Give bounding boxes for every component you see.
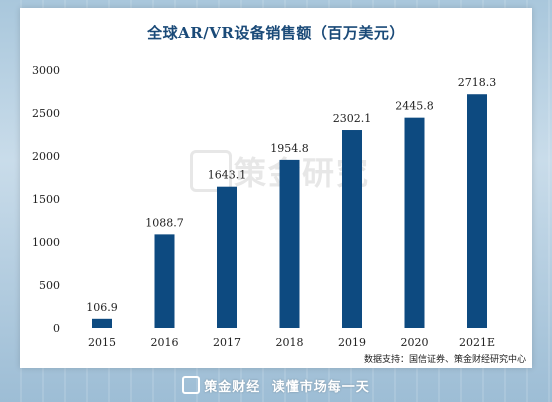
x-tick-label-2017: 2017: [213, 336, 241, 349]
x-tick-label-2020: 2020: [401, 336, 429, 349]
source-note: 数据支持：国信证券、策金财经研究中心: [363, 355, 526, 365]
chart-card: [20, 8, 532, 368]
value-label-2016: 1088.7: [145, 216, 184, 229]
bar-2018: [279, 159, 300, 328]
x-tick-label-2019: 2019: [338, 336, 366, 349]
chart-title: 全球AR/VR设备销售额（百万美元）: [147, 24, 405, 42]
y-tick-label: 500: [39, 279, 60, 292]
footer-slogan: 读懂市场每一天: [271, 380, 370, 395]
value-label-2018: 1954.8: [270, 142, 309, 155]
footer-brand: 策金财经: [204, 380, 261, 395]
y-tick-label: 1000: [32, 236, 60, 249]
x-tick-label-2015: 2015: [88, 336, 116, 349]
y-tick-label: 2500: [32, 107, 60, 120]
value-label-2021E: 2718.3: [458, 76, 497, 89]
x-tick-label-2016: 2016: [151, 336, 179, 349]
x-tick-label-2021E: 2021E: [459, 336, 495, 349]
watermark-logo-icon: [190, 150, 232, 192]
y-tick-label: 0: [53, 322, 60, 335]
bar-2016: [154, 234, 175, 328]
bar-2020: [404, 117, 425, 329]
y-tick-label: 1500: [32, 193, 60, 206]
value-label-2017: 1643.1: [208, 169, 247, 182]
footer-bar: 策金财经 读懂市场每一天: [0, 376, 552, 395]
value-label-2019: 2302.1: [333, 112, 372, 125]
bar-2017: [217, 186, 237, 328]
axis-layer: 0 500 1000 1500 2000 2500 3000 2015 2016 2017 2018…: [32, 64, 495, 349]
y-tick-label: 2000: [32, 150, 60, 163]
value-label-2020: 2445.8: [395, 100, 434, 113]
logo-box-icon: [182, 376, 201, 394]
value-label-2015: 106.9: [86, 301, 118, 314]
bar-2021E: [467, 94, 487, 328]
bar-2015: [92, 318, 112, 328]
bar-2019: [342, 130, 362, 328]
y-tick-label: 3000: [32, 64, 60, 77]
x-tick-label-2018: 2018: [276, 336, 304, 349]
bars-layer: 106.9 1088.7 1643.1 1954.8 2302.1 2445.8 2718.…: [86, 76, 497, 329]
